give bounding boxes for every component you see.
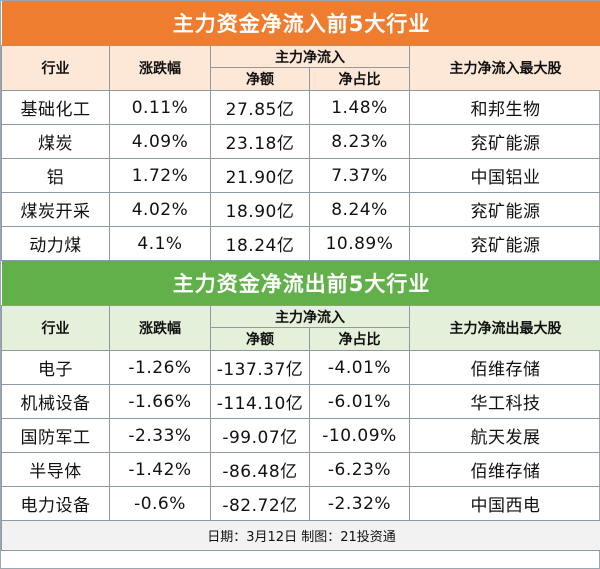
net-ratio-cell: 1.48% [309,90,410,125]
table-row: 机械设备 -1.66% -114.10亿 -6.01% 华工科技 [1,384,600,419]
inflow-header-top-stock: 主力净流入最大股 [408,45,600,91]
top-stock-cell: 兖矿能源 [408,124,600,159]
industry-cell: 基础化工 [1,90,110,125]
net-amount-cell: -99.07亿 [210,418,310,453]
top-stock-cell: 中国西电 [408,486,600,521]
inflow-header-change: 涨跌幅 [109,45,211,91]
change-cell: -1.66% [109,384,211,419]
change-cell: 0.11% [109,90,211,125]
table-row: 煤炭开采 4.02% 18.90亿 8.24% 兖矿能源 [1,192,600,227]
net-amount-cell: 21.90亿 [210,158,310,193]
net-amount-cell: 23.18亿 [210,124,310,159]
outflow-header-net-group: 主力净流入 [210,305,410,328]
change-cell: 4.1% [109,226,211,261]
table-row: 煤炭 4.09% 23.18亿 8.23% 兖矿能源 [1,124,600,159]
table-row: 动力煤 4.1% 18.24亿 10.89% 兖矿能源 [1,226,600,261]
top-stock-cell: 华工科技 [408,384,600,419]
industry-cell: 煤炭开采 [1,192,110,227]
table-row: 电力设备 -0.6% -82.72亿 -2.32% 中国西电 [1,486,600,521]
net-ratio-cell: -6.23% [309,452,410,487]
industry-cell: 电子 [1,350,110,385]
outflow-header-net-ratio: 净占比 [309,327,410,351]
industry-cell: 铝 [1,158,110,193]
change-cell: -1.26% [109,350,211,385]
outflow-header-industry: 行业 [1,305,110,351]
net-amount-cell: -114.10亿 [210,384,310,419]
table-row: 基础化工 0.11% 27.85亿 1.48% 和邦生物 [1,90,600,125]
net-amount-cell: -82.72亿 [210,486,310,521]
net-amount-cell: 18.24亿 [210,226,310,261]
industry-cell: 电力设备 [1,486,110,521]
net-ratio-cell: -4.01% [309,350,410,385]
change-cell: 1.72% [109,158,211,193]
industry-cell: 动力煤 [1,226,110,261]
top-stock-cell: 中国铝业 [408,158,600,193]
net-ratio-cell: 7.37% [309,158,410,193]
net-ratio-cell: 8.24% [309,192,410,227]
change-cell: -1.42% [109,452,211,487]
inflow-title: 主力资金净流入前5大行业 [1,1,600,46]
fund-flow-table: 主力资金净流入前5大行业 行业 涨跌幅 主力净流入 主力净流入最大股 净额 净占… [0,1,600,551]
net-amount-cell: 18.90亿 [210,192,310,227]
top-stock-cell: 兖矿能源 [408,192,600,227]
net-ratio-cell: 10.89% [309,226,410,261]
change-cell: -2.33% [109,418,211,453]
outflow-title: 主力资金净流出前5大行业 [1,260,600,306]
change-cell: 4.09% [109,124,211,159]
table-row: 半导体 -1.42% -86.48亿 -6.23% 佰维存储 [1,452,600,487]
change-cell: 4.02% [109,192,211,227]
outflow-header-top-stock: 主力净流出最大股 [408,305,600,351]
net-amount-cell: -86.48亿 [210,452,310,487]
net-ratio-cell: -6.01% [309,384,410,419]
net-ratio-cell: 8.23% [309,124,410,159]
change-cell: -0.6% [109,486,211,521]
outflow-header-change: 涨跌幅 [109,305,211,351]
outflow-header-net-amount: 净额 [210,327,310,351]
inflow-header-industry: 行业 [1,45,110,91]
top-stock-cell: 佰维存储 [408,452,600,487]
footer-note: 日期：3月12日 制图：21投资通 [0,520,600,551]
top-stock-cell: 和邦生物 [408,90,600,125]
industry-cell: 机械设备 [1,384,110,419]
top-stock-cell: 佰维存储 [408,350,600,385]
table-row: 国防军工 -2.33% -99.07亿 -10.09% 航天发展 [1,418,600,453]
industry-cell: 国防军工 [1,418,110,453]
net-amount-cell: -137.37亿 [210,350,310,385]
table-row: 电子 -1.26% -137.37亿 -4.01% 佰维存储 [1,350,600,385]
inflow-header-net-ratio: 净占比 [309,67,410,91]
net-ratio-cell: -10.09% [309,418,410,453]
net-ratio-cell: -2.32% [309,486,410,521]
industry-cell: 半导体 [1,452,110,487]
inflow-header-net-group: 主力净流入 [210,45,410,68]
industry-cell: 煤炭 [1,124,110,159]
net-amount-cell: 27.85亿 [210,90,310,125]
inflow-header-net-amount: 净额 [210,67,310,91]
top-stock-cell: 航天发展 [408,418,600,453]
top-stock-cell: 兖矿能源 [408,226,600,261]
table-row: 铝 1.72% 21.90亿 7.37% 中国铝业 [1,158,600,193]
